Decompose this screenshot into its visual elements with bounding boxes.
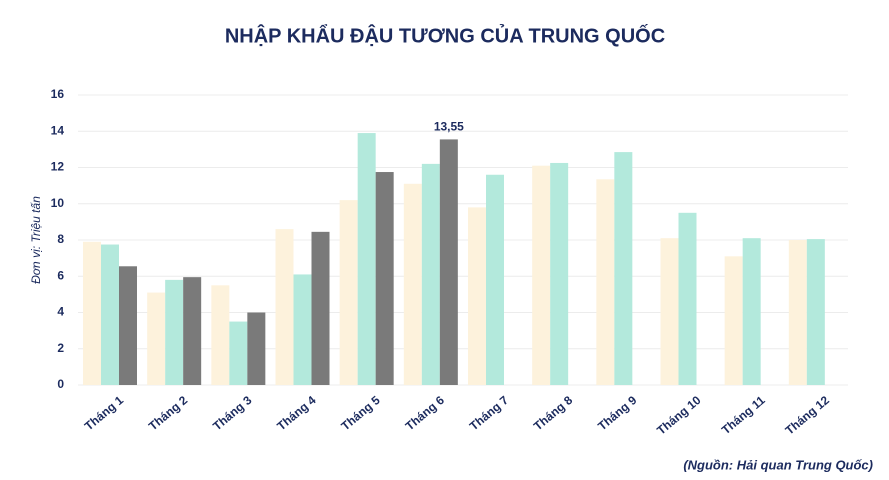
y-tick-label: 12 — [51, 160, 65, 174]
bar — [101, 244, 119, 385]
y-tick-label: 16 — [51, 87, 65, 101]
bar — [678, 212, 697, 385]
bar — [806, 239, 825, 385]
x-tick-label: Tháng 4 — [274, 393, 318, 434]
bar — [614, 152, 633, 385]
x-tick-label: Tháng 3 — [210, 393, 254, 434]
source-note: (Nguồn: Hải quan Trung Quốc) — [683, 457, 873, 472]
bar — [788, 240, 807, 385]
bar — [596, 179, 615, 385]
y-tick-label: 6 — [57, 268, 64, 282]
bar — [339, 200, 358, 385]
bar — [468, 207, 486, 385]
x-tick-label: Tháng 2 — [146, 393, 190, 434]
bar — [165, 279, 184, 385]
y-tick-label: 14 — [51, 123, 65, 137]
x-tick-label: Tháng 5 — [338, 393, 382, 434]
bar — [275, 229, 294, 385]
bar — [311, 231, 330, 385]
bar — [486, 174, 504, 385]
y-tick-label: 10 — [51, 196, 65, 210]
y-tick-label: 0 — [57, 377, 64, 391]
bar — [211, 285, 230, 385]
bar — [293, 274, 312, 385]
bar — [229, 321, 248, 385]
x-tick-label: Tháng 8 — [531, 393, 575, 434]
chart-title: NHẬP KHẨU ĐẬU TƯƠNG CỦA TRUNG QUỐC — [225, 23, 665, 47]
bar — [375, 172, 394, 385]
bar — [247, 312, 266, 385]
bar — [183, 277, 202, 385]
data-label: 13,55 — [434, 120, 464, 134]
x-tick-label: Tháng 10 — [654, 393, 704, 438]
x-tick-label: Tháng 11 — [719, 393, 768, 437]
bar — [532, 165, 551, 385]
x-tick-label: Tháng 7 — [467, 393, 511, 434]
bar — [439, 139, 458, 385]
y-tick-label: 8 — [57, 232, 64, 246]
y-tick-label: 4 — [57, 305, 64, 319]
x-tick-label: Tháng 12 — [783, 393, 833, 438]
x-tick-label: Tháng 9 — [595, 393, 639, 434]
x-tick-label: Tháng 6 — [403, 393, 447, 434]
bar — [119, 266, 137, 385]
bar — [660, 238, 679, 385]
bar — [724, 256, 743, 385]
y-tick-label: 2 — [57, 341, 64, 355]
bar — [421, 163, 440, 385]
bar — [403, 183, 422, 385]
bar — [550, 162, 569, 385]
bar — [357, 133, 376, 385]
y-axis-label: Đơn vị: Triệu tấn — [29, 196, 43, 284]
bar — [147, 292, 166, 385]
bar — [83, 241, 101, 385]
bar — [742, 238, 761, 385]
x-tick-label: Tháng 1 — [82, 393, 126, 434]
